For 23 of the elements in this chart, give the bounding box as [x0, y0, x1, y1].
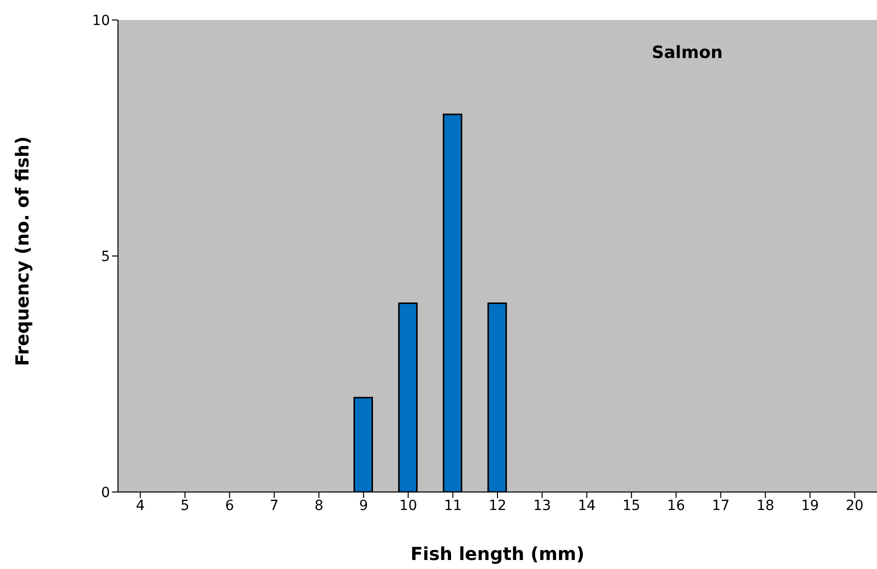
x-tick-label: 16: [667, 498, 686, 514]
x-axis-title: Fish length (mm): [410, 544, 584, 565]
x-tick-label: 13: [533, 498, 552, 514]
x-tick-label: 15: [622, 498, 640, 514]
x-tick-label: 12: [488, 498, 506, 514]
x-tick-label: 9: [359, 498, 368, 514]
x-tick-label: 20: [846, 498, 864, 514]
x-tick-label: 17: [712, 498, 730, 514]
y-tick-label: 10: [92, 12, 110, 29]
y-axis-title: Frequency (no. of fish): [12, 136, 34, 366]
annotation: Salmon: [652, 43, 723, 63]
y-tick-label: 0: [101, 484, 110, 501]
x-tick-label: 11: [444, 498, 462, 514]
y-tick-label: 5: [101, 248, 110, 265]
x-tick-label: 10: [399, 498, 418, 514]
x-tick-label: 6: [225, 498, 234, 514]
x-tick-label: 5: [180, 498, 190, 514]
x-tick-label: 4: [136, 498, 145, 514]
x-tick-label: 14: [578, 498, 596, 514]
x-tick-label: 18: [756, 498, 774, 514]
x-tick-label: 7: [270, 498, 279, 514]
x-tick-label: 19: [801, 498, 819, 514]
x-tick-label: 8: [314, 498, 324, 514]
